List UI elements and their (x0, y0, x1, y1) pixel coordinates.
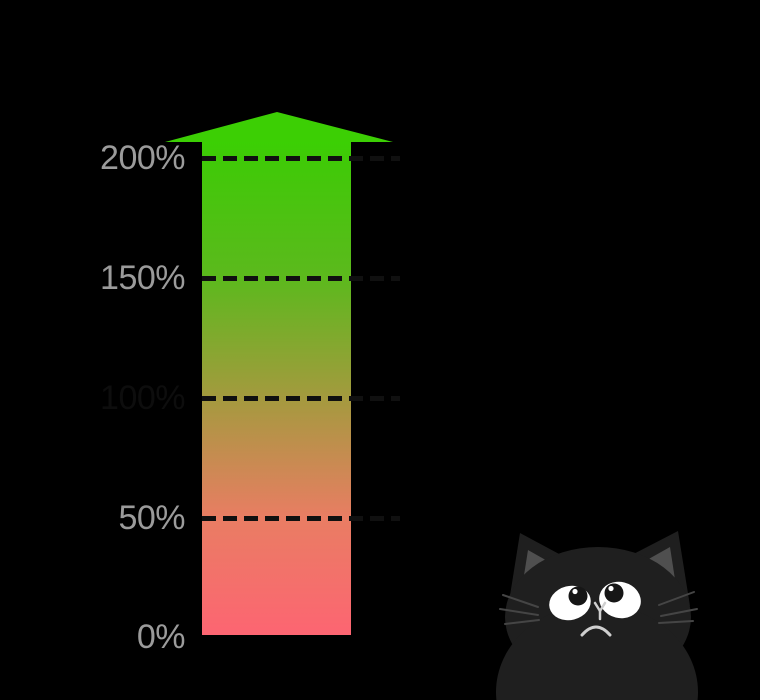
cat-left-eye-glint (572, 588, 578, 595)
gradient-bar (202, 142, 351, 635)
gridline-50 (202, 516, 400, 521)
cat-body (496, 604, 698, 700)
cat-frown-mouth (580, 625, 612, 637)
sad-black-cat-icon (496, 531, 698, 700)
y-tick-50: 50% (118, 499, 185, 537)
cat-left-pupil (568, 586, 588, 606)
cat-right-eye-glint (608, 585, 614, 592)
y-tick-100: 100% (100, 379, 185, 417)
cat-right-pupil (604, 583, 624, 603)
gridline-150 (202, 276, 400, 281)
gridline-100 (202, 396, 400, 401)
y-tick-0: 0% (136, 618, 186, 656)
arrow-up-icon (165, 112, 393, 142)
gridline-200 (202, 156, 400, 161)
y-tick-150: 150% (100, 259, 185, 297)
cat-whiskers (499, 591, 698, 625)
y-tick-200: 200% (100, 139, 185, 177)
